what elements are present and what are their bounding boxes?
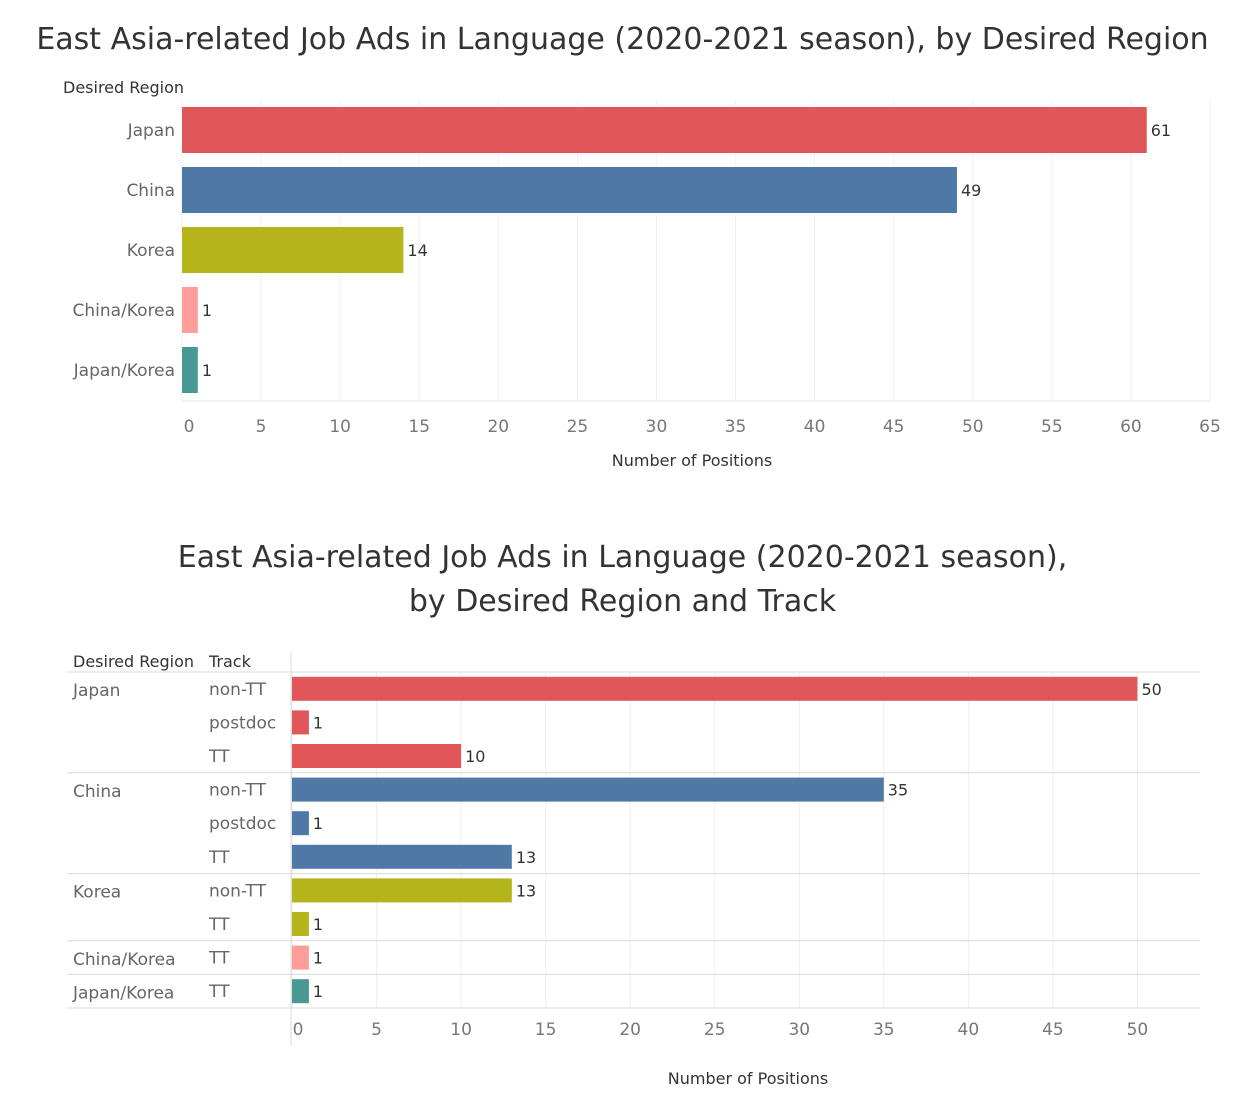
region-label: Korea [73,883,121,903]
bar [182,347,198,393]
category-label: Korea [127,241,175,261]
chart2-title-line2: by Desired Region and Track [408,584,837,619]
x-tick-label: 25 [704,1020,726,1040]
bar [182,227,404,273]
chart1-region-bar-chart: 0 5 10 15 20 25 30 35 40 45 50 55 60 65 Desired Region… [63,78,1221,470]
x-tick-label: 0 [184,417,195,437]
category-label: China [126,181,175,201]
chart2-region-track-bar-chart: 0 5 10 15 20 25 30 35 40 45 50 Desired Region Track J… [67,652,1200,1088]
data-label: 35 [888,781,908,800]
x-tick-label: 65 [1199,417,1221,437]
x-tick-label: 15 [408,417,430,437]
track-label: TT [208,848,230,868]
data-label: 1 [313,814,323,833]
bar [292,844,512,869]
x-tick-label: 0 [293,1020,304,1040]
bar [182,107,1147,153]
bar [292,912,309,936]
category-label: Japan [127,121,175,141]
region-label: China/Korea [73,950,175,970]
data-label: 49 [961,181,981,200]
data-label: 1 [202,301,212,320]
x-tick-label: 15 [535,1020,557,1040]
x-tick-label: 35 [873,1020,895,1040]
bar [292,710,309,735]
category-label: Japan/Korea [73,361,175,381]
x-tick-label: 45 [1042,1020,1064,1040]
bar [292,878,512,903]
data-label: 13 [516,881,536,900]
data-label: 1 [313,713,323,732]
track-label: postdoc [209,814,276,834]
x-tick-label: 25 [567,417,589,437]
x-tick-label: 5 [256,417,267,437]
data-label: 14 [407,241,427,260]
x-tick-label: 10 [450,1020,472,1040]
region-label: China [73,782,122,802]
x-tick-label: 20 [619,1020,641,1040]
data-label: 10 [465,747,485,766]
track-label: TT [208,915,230,935]
x-tick-label: 10 [329,417,351,437]
track-label: non-TT [209,881,267,901]
track-label: postdoc [209,713,276,733]
x-tick-label: 50 [1127,1020,1149,1040]
data-label: 50 [1141,680,1161,699]
x-tick-label: 5 [371,1020,382,1040]
bar [182,287,198,333]
x-tick-label: 45 [883,417,905,437]
data-label: 13 [516,848,536,867]
bar [292,744,462,768]
bar [292,811,309,836]
region-label: Japan [72,681,120,701]
x-tick-label: 60 [1120,417,1142,437]
data-label: 1 [202,361,212,380]
bar [182,167,957,213]
row-header-region: Desired Region [73,652,194,671]
track-label: TT [208,747,230,767]
chart2-title-line1: East Asia-related Job Ads in Language (2… [177,540,1068,575]
x-axis-title: Number of Positions [612,451,773,470]
row-header: Desired Region [63,78,184,97]
x-tick-label: 55 [1041,417,1063,437]
x-tick-label: 20 [487,417,509,437]
chart1-title: East Asia-related Job Ads in Language (2… [36,22,1209,57]
track-label: TT [208,982,230,1002]
data-label: 61 [1151,121,1171,140]
category-label: China/Korea [73,301,175,321]
x-tick-label: 30 [788,1020,810,1040]
data-label: 1 [313,915,323,934]
x-tick-label: 40 [804,417,826,437]
x-tick-label: 40 [958,1020,980,1040]
data-label: 1 [313,982,323,1001]
track-label: non-TT [209,680,267,700]
track-label: non-TT [209,781,267,801]
data-label: 1 [313,949,323,968]
bar [292,979,309,1004]
bar [292,945,309,970]
track-label: TT [208,949,230,969]
region-label: Japan/Korea [72,983,174,1003]
x-tick-label: 50 [962,417,984,437]
bar [292,777,884,802]
row-header-track: Track [208,652,252,671]
bar [292,676,1138,701]
x-tick-label: 35 [725,417,747,437]
x-tick-label: 30 [646,417,668,437]
x-axis-title: Number of Positions [668,1069,829,1088]
